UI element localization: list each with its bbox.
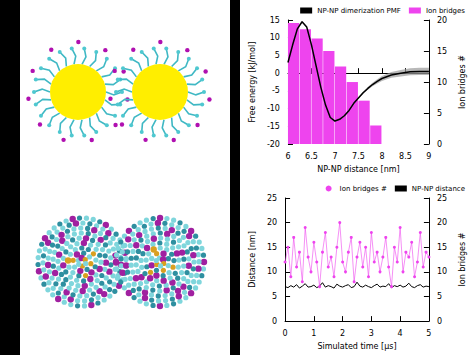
svg-text:15: 15 [437,243,447,252]
svg-text:5: 5 [426,329,431,338]
svg-text:NP-NP distance [nm]: NP-NP distance [nm] [317,165,399,174]
svg-text:15: 15 [270,16,280,25]
svg-text:0: 0 [283,329,288,338]
svg-text:7.5: 7.5 [352,152,365,161]
svg-text:15: 15 [267,243,277,252]
svg-text:6: 6 [285,152,290,161]
svg-text:7: 7 [332,152,337,161]
svg-text:Distance [nm]: Distance [nm] [248,231,257,288]
svg-text:Ion bridges #: Ion bridges # [458,55,467,109]
svg-text:25: 25 [437,194,447,203]
svg-text:5: 5 [272,292,277,301]
svg-text:9: 9 [426,152,431,161]
svg-text:10: 10 [267,267,277,276]
svg-text:0: 0 [437,140,442,149]
svg-text:20: 20 [437,16,447,25]
svg-text:8.5: 8.5 [399,152,412,161]
svg-text:15: 15 [437,47,447,56]
svg-text:0: 0 [437,317,442,326]
svg-text:10: 10 [270,33,280,42]
svg-text:Ion bridges #: Ion bridges # [340,185,387,193]
svg-text:5: 5 [437,292,442,301]
svg-text:Ion bridges: Ion bridges [426,7,465,15]
svg-text:10: 10 [437,267,447,276]
svg-text:20: 20 [267,218,277,227]
svg-text:4: 4 [398,329,403,338]
svg-text:NP-NP dimerization PMF: NP-NP dimerization PMF [317,7,401,15]
svg-text:3: 3 [369,329,374,338]
svg-text:5: 5 [437,109,442,118]
svg-text:20: 20 [437,218,447,227]
svg-text:-10: -10 [267,104,280,113]
svg-text:25: 25 [267,194,277,203]
svg-text:6.5: 6.5 [305,152,318,161]
svg-text:2: 2 [340,329,345,338]
svg-text:5: 5 [275,51,280,60]
svg-text:-15: -15 [267,122,280,131]
svg-text:0: 0 [272,317,277,326]
svg-text:-20: -20 [267,140,280,149]
svg-text:8: 8 [379,152,384,161]
svg-text:10: 10 [437,78,447,87]
svg-text:NP-NP distance: NP-NP distance [412,185,465,193]
svg-text:Ion bridges #: Ion bridges # [458,232,467,286]
svg-text:Free energy [kJ/mol]: Free energy [kJ/mol] [248,42,257,123]
svg-text:1: 1 [311,329,316,338]
svg-text:-5: -5 [272,86,280,95]
svg-text:Simulated time [μs]: Simulated time [μs] [317,342,396,351]
svg-text:0: 0 [275,69,280,78]
